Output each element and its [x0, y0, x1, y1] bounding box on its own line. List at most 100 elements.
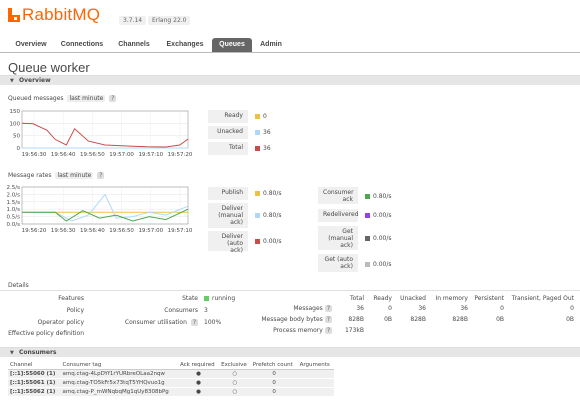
logo-text: RabbitMQ [22, 5, 101, 24]
unacked-value: 36 [263, 129, 271, 136]
exclusive: ○ [219, 369, 251, 379]
effective-policy-label: Effective policy definition [8, 330, 84, 337]
tab-admin[interactable]: Admin [260, 41, 282, 48]
x-tick-label: 19:56:50 [80, 152, 105, 158]
tab-channels[interactable]: Channels [118, 41, 150, 48]
y-tick-label: 150 [10, 109, 21, 115]
consumer-utilisation-label: Consumer utilisation ? [110, 319, 198, 326]
message-rates-chart: 2.5/s2.0/s 1.5/s1.0/s 0.5/s0.0/s 19:56:20 1… [7, 185, 193, 234]
bytes-in-memory: 828B [452, 316, 468, 323]
tab-overview[interactable]: Overview [15, 41, 47, 48]
stat-deliver-auto-value: 0.00/s [255, 238, 282, 245]
y-tick-label: 0 [17, 146, 21, 152]
range-selector[interactable]: last minute [55, 172, 94, 179]
stat-ready-label: Ready [208, 110, 248, 123]
range-selector[interactable]: last minute [67, 95, 106, 102]
process-memory-value: 173kB [344, 327, 364, 334]
arguments [297, 387, 334, 397]
col-consumer-tag: Consumer tag [60, 361, 178, 370]
stat-total-value: 36 [255, 145, 271, 152]
operator-policy-label: Operator policy [37, 319, 84, 326]
channel-link[interactable]: [::1]:55061 (1) [8, 378, 61, 388]
state-label: State [182, 295, 198, 302]
table-row: [::1]:55062 (1) amq.ctag-P_mWNqbqMg1qUy8… [8, 387, 334, 397]
tab-exchanges[interactable]: Exchanges [166, 41, 204, 48]
help-icon[interactable]: ? [190, 319, 198, 326]
stat-consumer-ack-value: 0.80/s [365, 193, 392, 200]
messages-label: Messages [293, 305, 323, 312]
col-persistent: Persistent [474, 295, 504, 302]
x-tick-label: 19:56:30 [22, 152, 47, 158]
help-icon[interactable]: ? [97, 172, 105, 179]
stat-get-manual-value: 0.00/s [365, 235, 392, 242]
consumers-label: Consumers [164, 307, 198, 314]
channel-link[interactable]: [::1]:55062 (1) [8, 387, 61, 397]
consumer-tag: amq.ctag-TO5kFr5x73tqT5YHQvuo1g [60, 378, 178, 388]
nav-divider [0, 52, 580, 53]
page-title: Queue worker [8, 60, 90, 75]
erlang-badge: Erlang 22.0 [148, 16, 191, 25]
redelivered-value: 0.00/s [373, 212, 392, 219]
consumers-section-header[interactable]: ▼ Consumers [0, 347, 580, 357]
prefetch-count: 0 [250, 387, 298, 397]
version-badge: 3.7.14 [119, 16, 147, 25]
messages-row-label: Messages? [240, 305, 332, 312]
stat-total-label: Total [208, 142, 248, 155]
body-bytes-label: Message body bytes [261, 316, 323, 323]
messages-unacked: 36 [418, 305, 426, 312]
state-text: running [212, 295, 236, 302]
col-in-memory: In memory [435, 295, 468, 302]
prefetch-count: 0 [250, 369, 298, 379]
total-swatch [255, 146, 260, 151]
get-auto-swatch [365, 262, 370, 267]
collapse-triangle-icon: ▼ [10, 350, 14, 356]
features-label: Features [58, 295, 84, 302]
bytes-persistent: 0B [496, 316, 504, 323]
policy-label: Policy [66, 307, 84, 314]
queued-messages-header: Queued messages last minute ? [8, 95, 117, 102]
stat-deliver-auto-label: Deliver (auto ack) [208, 231, 248, 254]
stat-get-auto-label: Get (auto ack) [318, 254, 358, 272]
process-memory-label: Process memory [273, 327, 323, 334]
overview-section-header[interactable]: ▼ Overview [0, 75, 580, 85]
bytes-unacked: 828B [410, 316, 426, 323]
tab-connections[interactable]: Connections [60, 41, 104, 48]
queued-messages-chart: 150 100 50 0 19:56:30 19:56:40 19:56:50 19:57:… [10, 109, 193, 158]
rabbitmq-logo[interactable]: RabbitMQ [8, 5, 101, 24]
publish-swatch [255, 191, 260, 196]
col-unacked: Unacked [400, 295, 426, 302]
x-tick-label: 19:56:40 [51, 152, 76, 158]
channel-link[interactable]: [::1]:55060 (1) [8, 369, 61, 379]
y-tick-label: 2.5/s [7, 185, 21, 191]
deliver-auto-value: 0.00/s [263, 238, 282, 245]
x-tick-label: 19:57:20 [168, 152, 193, 158]
help-icon[interactable]: ? [109, 95, 117, 102]
body-bytes-row-label: Message body bytes? [240, 316, 332, 323]
messages-total: 36 [356, 305, 364, 312]
ready-swatch [255, 114, 260, 119]
y-tick-label: 1.0/s [7, 207, 21, 213]
messages-in-memory: 36 [460, 305, 468, 312]
col-ready: Ready [373, 295, 392, 302]
tab-queues[interactable]: Queues [212, 38, 252, 52]
prefetch-count: 0 [250, 378, 298, 388]
help-icon[interactable]: ? [324, 327, 332, 334]
deliver-auto-swatch [255, 239, 260, 244]
consumer-ack-value: 0.80/s [373, 193, 392, 200]
ack-required: ● [177, 378, 220, 388]
section-label: Consumers [19, 349, 57, 356]
bytes-transient: 0B [566, 316, 574, 323]
stat-publish-label: Publish [208, 187, 248, 200]
y-tick-label: 100 [10, 121, 21, 127]
series-line-deliver-manual-ack- [22, 193, 189, 222]
x-tick-label: 19:57:10 [168, 228, 193, 234]
help-icon[interactable]: ? [324, 316, 332, 323]
help-icon[interactable]: ? [324, 305, 332, 312]
stat-redelivered-value: 0.00/s [365, 212, 392, 219]
col-channel: Channel [8, 361, 61, 370]
deliver-manual-value: 0.80/s [263, 212, 282, 219]
deliver-manual-swatch [255, 213, 260, 218]
y-tick-label: 2.0/s [7, 192, 21, 198]
consumers-table: Channel Consumer tag Ack required Exclus… [8, 361, 334, 397]
consumer-utilisation-text: Consumer utilisation [124, 319, 187, 326]
